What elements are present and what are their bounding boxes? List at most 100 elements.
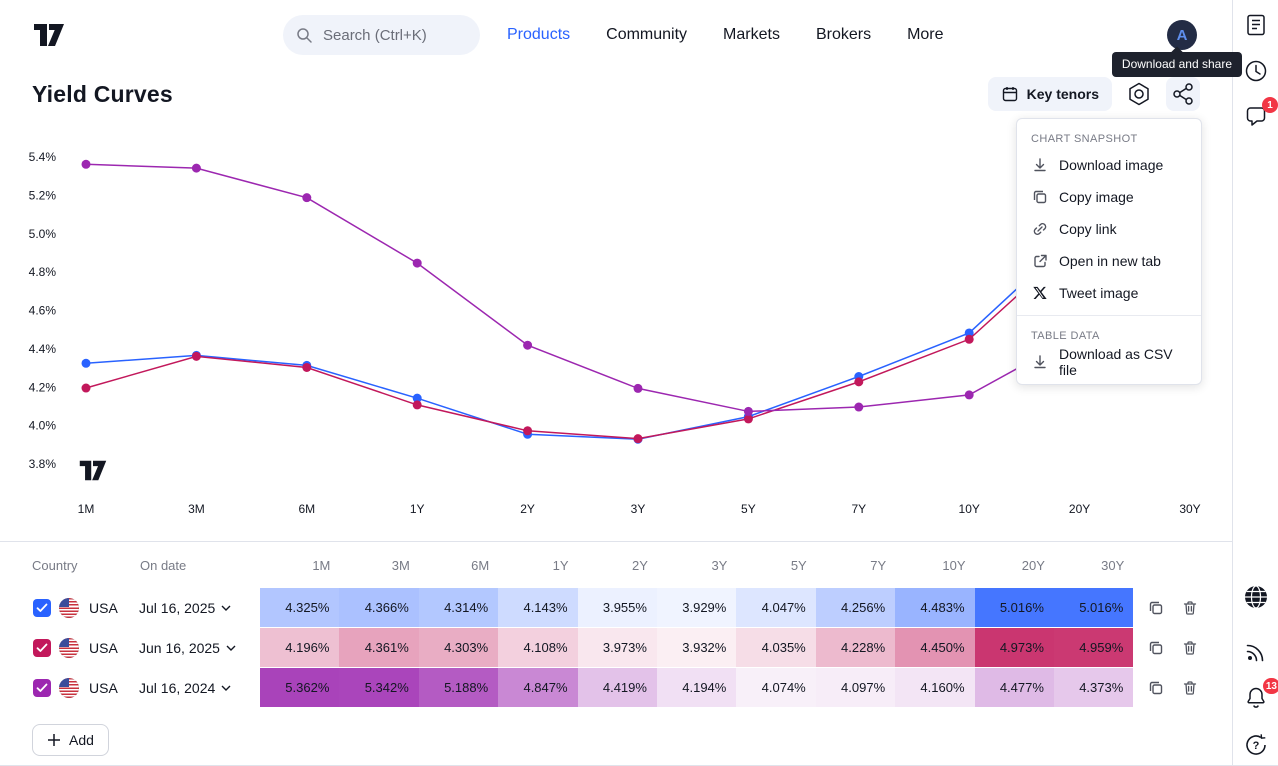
data-point: [854, 402, 864, 412]
chat-button[interactable]: 1: [1241, 97, 1278, 132]
cell-1m: 4.196%: [260, 628, 340, 667]
y-axis-tick: 4.6%: [29, 304, 57, 318]
tradingview-logo[interactable]: [32, 21, 66, 49]
cell-7y: 4.256%: [815, 588, 896, 627]
cell-2y: 4.419%: [577, 668, 657, 707]
delete-row-button[interactable]: [1179, 637, 1201, 659]
key-tenors-button[interactable]: Key tenors: [987, 77, 1112, 111]
share-icon: [1169, 80, 1197, 108]
column-header-1m: 1M: [312, 557, 331, 573]
menu-item-download-image[interactable]: Download image: [1017, 149, 1201, 181]
y-axis-tick: 5.2%: [29, 188, 57, 202]
data-point: [633, 383, 643, 393]
copy-row-button[interactable]: [1145, 637, 1167, 659]
nav-item-community[interactable]: Community: [606, 26, 688, 43]
y-axis-tick: 4.2%: [29, 380, 57, 394]
y-axis-tick: 3.8%: [29, 457, 57, 471]
search-bar[interactable]: [283, 15, 480, 55]
table-row: USA Jun 16, 2025 4.196% 4.361% 4.303% 4.108% 3…: [0, 628, 1232, 667]
nav-item-markets[interactable]: Markets: [723, 26, 780, 43]
settings-button[interactable]: [1122, 77, 1156, 111]
menu-item-label: Copy image: [1059, 189, 1134, 205]
menu-item-copy-image[interactable]: Copy image: [1017, 181, 1201, 213]
help-button[interactable]: ?: [1241, 730, 1271, 760]
delete-row-button[interactable]: [1179, 677, 1201, 699]
top-navigation-bar: Products Community Markets Brokers More A: [0, 0, 1232, 70]
table-header-row: Country On date 1M 3M 6M 1Y 2Y 3Y 5Y 7Y 10Y 20Y 30Y: [0, 542, 1232, 588]
help-icon: ?: [1242, 731, 1270, 759]
data-point: [191, 351, 201, 361]
cell-5y: 4.047%: [736, 588, 816, 627]
share-menu-body: CHART SNAPSHOT Download image Copy image Co…: [1017, 125, 1201, 378]
column-header-on-date: On date: [140, 557, 187, 573]
column-header-30y: 30Y: [1101, 557, 1125, 573]
cell-2y: 3.973%: [577, 628, 657, 667]
add-button-label: Add: [69, 732, 94, 748]
column-header-7y: 7Y: [870, 557, 887, 573]
y-axis-tick: 5.4%: [29, 150, 57, 164]
row-checkbox[interactable]: [33, 598, 51, 617]
copy-row-button[interactable]: [1145, 677, 1167, 699]
menu-item-download-as-csv-file[interactable]: Download as CSV file: [1017, 346, 1201, 378]
row-checkbox[interactable]: [33, 638, 51, 657]
yield-table-section: Country On date 1M 3M 6M 1Y 2Y 3Y 5Y 7Y 10Y 20Y 30Y …: [0, 541, 1232, 756]
table-body: USA Jul 16, 2025 4.325% 4.366% 4.314% 4.143% 3…: [0, 588, 1232, 707]
notebook-button[interactable]: [1241, 10, 1271, 40]
date-dropdown[interactable]: Jul 16, 2025: [139, 600, 260, 616]
date-dropdown[interactable]: Jul 16, 2024: [139, 680, 260, 696]
gear-icon: [1125, 80, 1153, 108]
link-icon: [1031, 220, 1049, 238]
nav-item-products[interactable]: Products: [507, 26, 571, 43]
cell-7y: 4.097%: [815, 668, 896, 707]
add-curve-button[interactable]: Add: [32, 724, 109, 756]
cell-3y: 3.932%: [656, 628, 737, 667]
cell-5y: 4.035%: [736, 628, 816, 667]
chat-icon: [1243, 104, 1269, 130]
menu-section-header: TABLE DATA: [1031, 330, 1100, 342]
cell-3y: 3.929%: [656, 588, 737, 627]
data-point: [412, 400, 422, 410]
tradingview-watermark-icon: [78, 458, 108, 488]
x-axis-tick: 7Y: [851, 502, 866, 516]
x-axis-tick: 2Y: [520, 502, 535, 516]
menu-item-label: Download as CSV file: [1059, 346, 1173, 378]
page-title: Yield Curves: [32, 80, 173, 107]
column-header-country: Country: [32, 557, 78, 573]
menu-item-copy-link[interactable]: Copy link: [1017, 213, 1201, 245]
menu-item-tweet-image[interactable]: Tweet image: [1017, 277, 1201, 309]
search-input[interactable]: [321, 25, 461, 45]
main-content: Products Community Markets Brokers More A Yi…: [0, 0, 1232, 756]
chevron-down-icon: [221, 685, 231, 691]
tooltip-label: Download and share: [1121, 57, 1232, 71]
menu-item-open-in-new-tab[interactable]: Open in new tab: [1017, 245, 1201, 277]
data-point: [964, 390, 974, 400]
x-axis-tick: 30Y: [1179, 502, 1200, 516]
delete-row-button[interactable]: [1179, 597, 1201, 619]
data-point: [302, 193, 312, 203]
cell-30y: 5.016%: [1053, 588, 1134, 627]
copy-icon: [1031, 188, 1049, 206]
download-icon: [1031, 353, 1049, 371]
nav-item-brokers[interactable]: Brokers: [815, 26, 872, 43]
column-header-6m: 6M: [471, 557, 490, 573]
chevron-down-icon: [226, 645, 236, 651]
copy-row-button[interactable]: [1145, 597, 1167, 619]
user-avatar[interactable]: A: [1167, 20, 1197, 50]
right-sidebar: 1: [1232, 0, 1278, 765]
nav-item-more[interactable]: More: [907, 26, 944, 43]
cell-6m: 4.303%: [418, 628, 499, 667]
date-dropdown[interactable]: Jun 16, 2025: [139, 640, 260, 656]
svg-text:?: ?: [1253, 740, 1260, 752]
cell-6m: 5.188%: [418, 668, 499, 707]
key-tenors-icon: [1001, 85, 1019, 103]
history-button[interactable]: [1241, 56, 1271, 86]
x-axis-tick: 1Y: [410, 502, 425, 516]
row-checkbox[interactable]: [33, 678, 51, 697]
notifications-button[interactable]: 13: [1241, 678, 1278, 713]
share-button[interactable]: [1166, 77, 1200, 111]
series-usa-jul-16-2024: [81, 159, 1195, 416]
cell-30y: 4.373%: [1053, 668, 1134, 707]
explore-button[interactable]: [1241, 582, 1271, 612]
streams-button[interactable]: [1241, 637, 1271, 667]
